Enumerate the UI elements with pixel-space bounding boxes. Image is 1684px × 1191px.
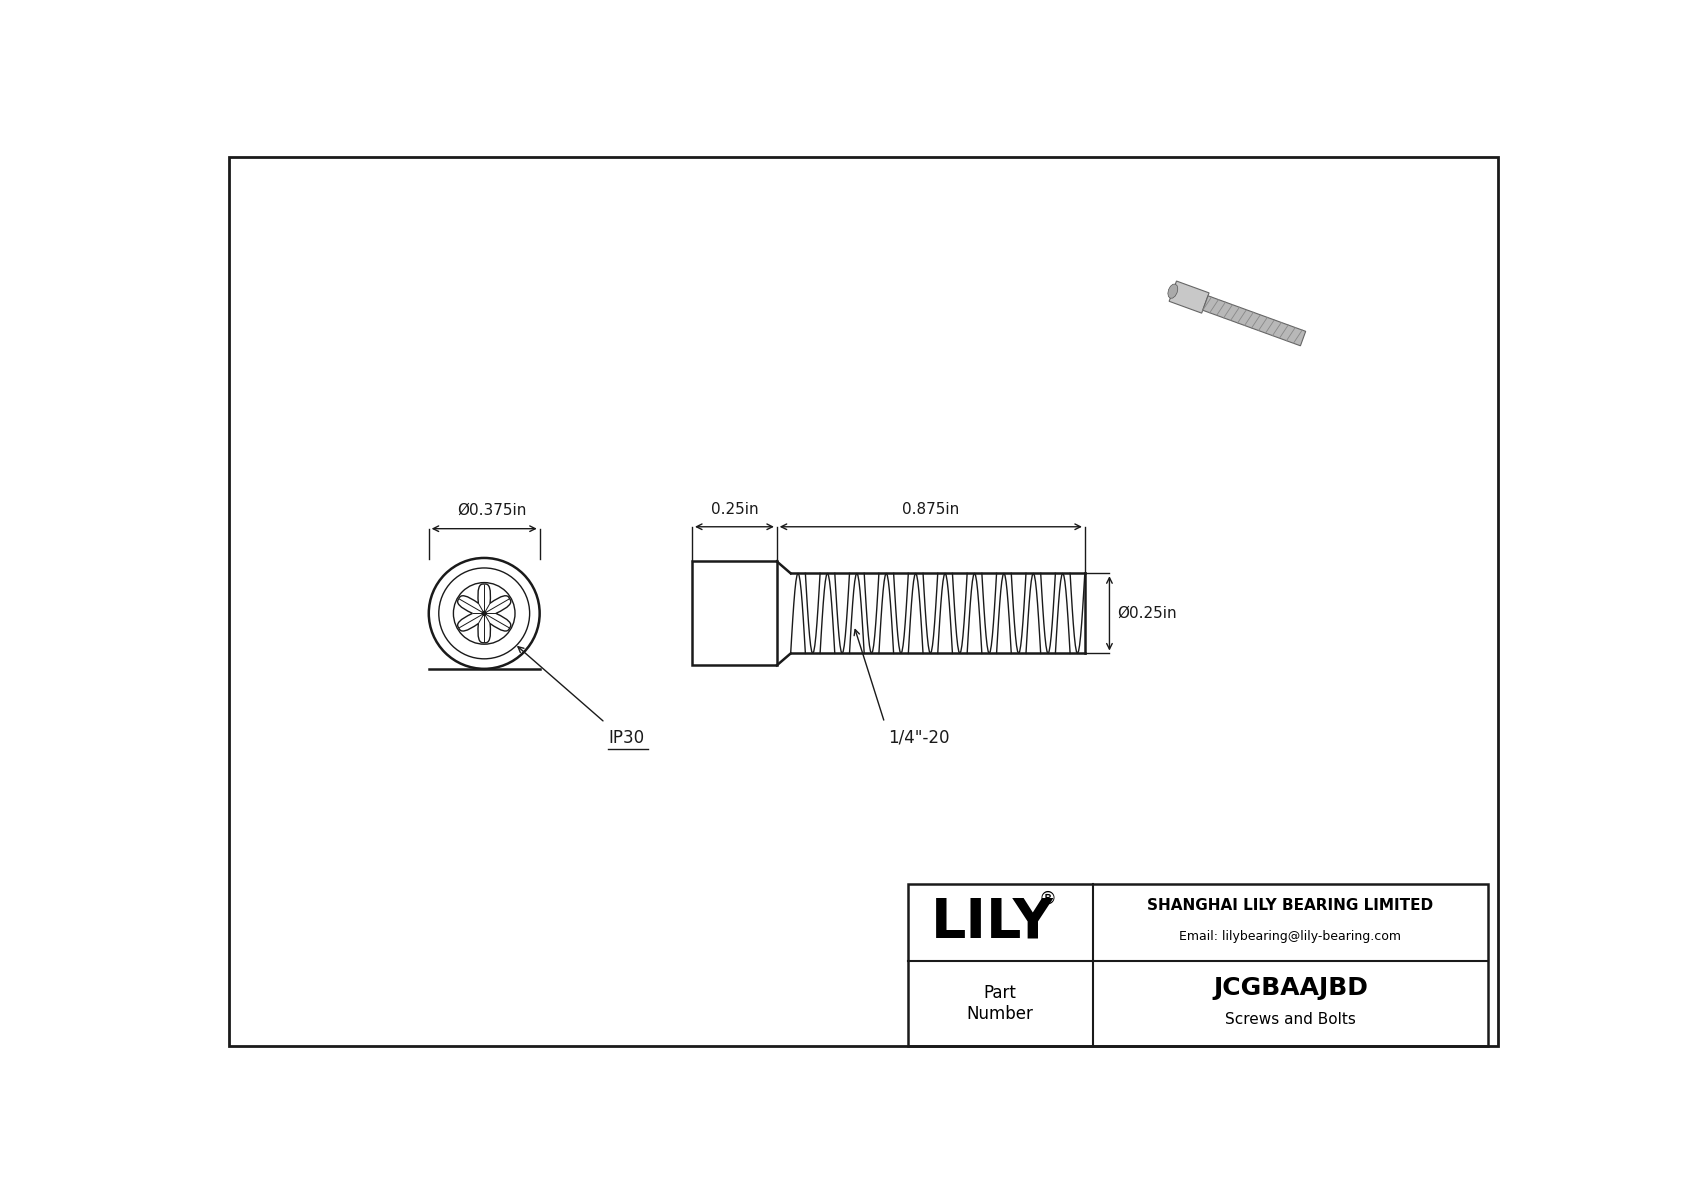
Polygon shape	[1167, 285, 1177, 298]
Text: Screws and Bolts: Screws and Bolts	[1224, 1011, 1356, 1027]
Text: Part
Number: Part Number	[967, 985, 1034, 1023]
Text: Email: lilybearing@lily-bearing.com: Email: lilybearing@lily-bearing.com	[1179, 930, 1401, 943]
Text: SHANGHAI LILY BEARING LIMITED: SHANGHAI LILY BEARING LIMITED	[1147, 898, 1433, 913]
Text: Ø0.25in: Ø0.25in	[1116, 606, 1177, 621]
Text: IP30: IP30	[608, 729, 645, 747]
Text: Ø0.375in: Ø0.375in	[458, 503, 527, 518]
Polygon shape	[1169, 281, 1209, 313]
Text: 0.25in: 0.25in	[711, 501, 758, 517]
Circle shape	[482, 611, 487, 616]
Text: LILY: LILY	[931, 896, 1054, 950]
Text: 0.875in: 0.875in	[903, 501, 960, 517]
Text: ®: ®	[1039, 890, 1058, 908]
Polygon shape	[1202, 295, 1305, 345]
Text: 1/4"-20: 1/4"-20	[889, 729, 950, 747]
Text: JCGBAAJBD: JCGBAAJBD	[1212, 977, 1367, 1000]
